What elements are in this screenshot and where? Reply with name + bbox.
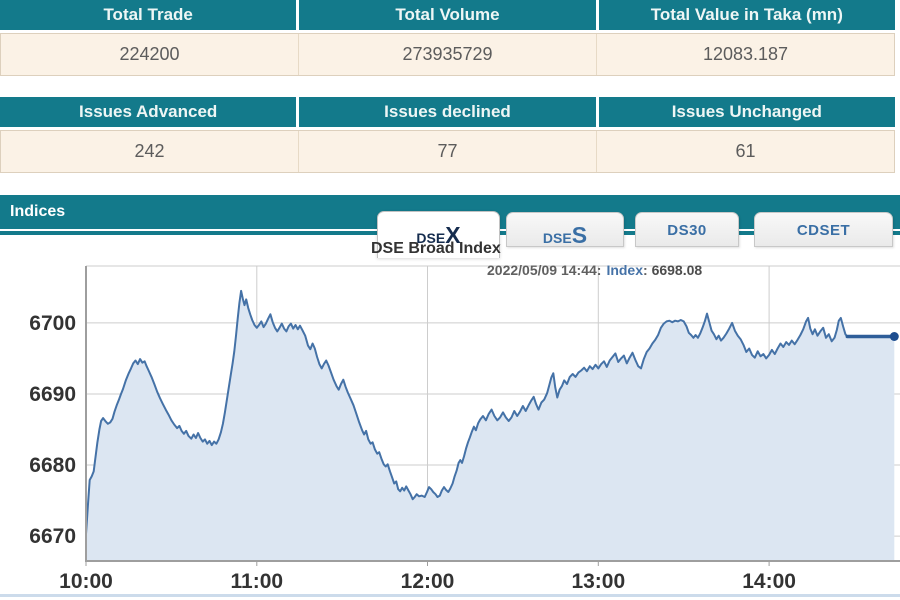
tab-dses-label-large: S bbox=[571, 222, 588, 248]
y-tick-label: 6700 bbox=[29, 312, 76, 335]
y-tick-label: 6670 bbox=[29, 525, 76, 548]
x-tick-label: 10:00 bbox=[59, 570, 113, 593]
y-tick-label: 6680 bbox=[29, 454, 76, 477]
value-total-trade: 224200 bbox=[1, 34, 299, 75]
value-issues-unchanged: 61 bbox=[735, 141, 756, 161]
tooltip-datetime: 2022/05/09 14:44: bbox=[487, 262, 602, 278]
tooltip-value: 6698.08 bbox=[651, 262, 703, 278]
tab-dses-label-small: DSE bbox=[542, 230, 572, 246]
x-tick-label: 13:00 bbox=[571, 570, 625, 593]
tab-cdset[interactable]: CDSET bbox=[754, 212, 893, 247]
index-area-fill bbox=[86, 290, 895, 561]
chart-title: DSE Broad Index bbox=[371, 240, 501, 257]
value-total-volume: 273935729 bbox=[299, 34, 597, 75]
last-point-marker bbox=[889, 332, 899, 341]
header-issues-unchanged: Issues Unchanged bbox=[598, 97, 895, 127]
y-tick-label: 6690 bbox=[29, 383, 76, 406]
table-value-row: 224200 273935729 12083.187 bbox=[0, 33, 895, 76]
header-total-volume: Total Volume bbox=[299, 0, 596, 30]
x-tick-label: 12:00 bbox=[401, 570, 455, 593]
tab-ds30-label: DS30 bbox=[667, 222, 707, 239]
x-tick-label: 11:00 bbox=[231, 570, 284, 593]
tooltip-separator: : bbox=[643, 262, 652, 278]
header-issues-declined: Issues declined bbox=[299, 97, 596, 127]
tab-ds30[interactable]: DS30 bbox=[635, 212, 739, 247]
table-header-row: Issues Advanced Issues declined Issues U… bbox=[0, 97, 895, 127]
tab-dsex-label-small: DSE bbox=[416, 230, 446, 246]
value-issues-advanced: 242 bbox=[1, 131, 299, 172]
tooltip-series-label: Index bbox=[606, 262, 644, 278]
bottom-strip bbox=[0, 594, 900, 597]
header-issues-advanced: Issues Advanced bbox=[0, 97, 297, 127]
chart-tooltip: 2022/05/09 14:44: Index: 6698.08 bbox=[487, 262, 702, 278]
summary-table-trade: Total Trade Total Volume Total Value in … bbox=[0, 0, 895, 76]
tab-cdset-label: CDSET bbox=[796, 222, 851, 239]
value-issues-declined: 77 bbox=[299, 131, 597, 172]
index-line bbox=[85, 289, 896, 535]
table-header-row: Total Trade Total Volume Total Value in … bbox=[0, 0, 895, 30]
value-total-value: 12083.187 bbox=[702, 44, 789, 64]
table-value-row: 242 77 61 bbox=[0, 130, 895, 173]
header-total-trade: Total Trade bbox=[0, 0, 297, 30]
tab-dses[interactable]: DSE S bbox=[506, 212, 624, 248]
indices-title: Indices bbox=[10, 203, 66, 220]
tab-dsex-label-large: X bbox=[445, 222, 461, 248]
header-total-value: Total Value in Taka (mn) bbox=[598, 0, 895, 30]
summary-table-issues: Issues Advanced Issues declined Issues U… bbox=[0, 97, 895, 173]
x-tick-label: 14:00 bbox=[742, 570, 796, 593]
tab-dsex[interactable]: DSE X bbox=[377, 211, 500, 258]
